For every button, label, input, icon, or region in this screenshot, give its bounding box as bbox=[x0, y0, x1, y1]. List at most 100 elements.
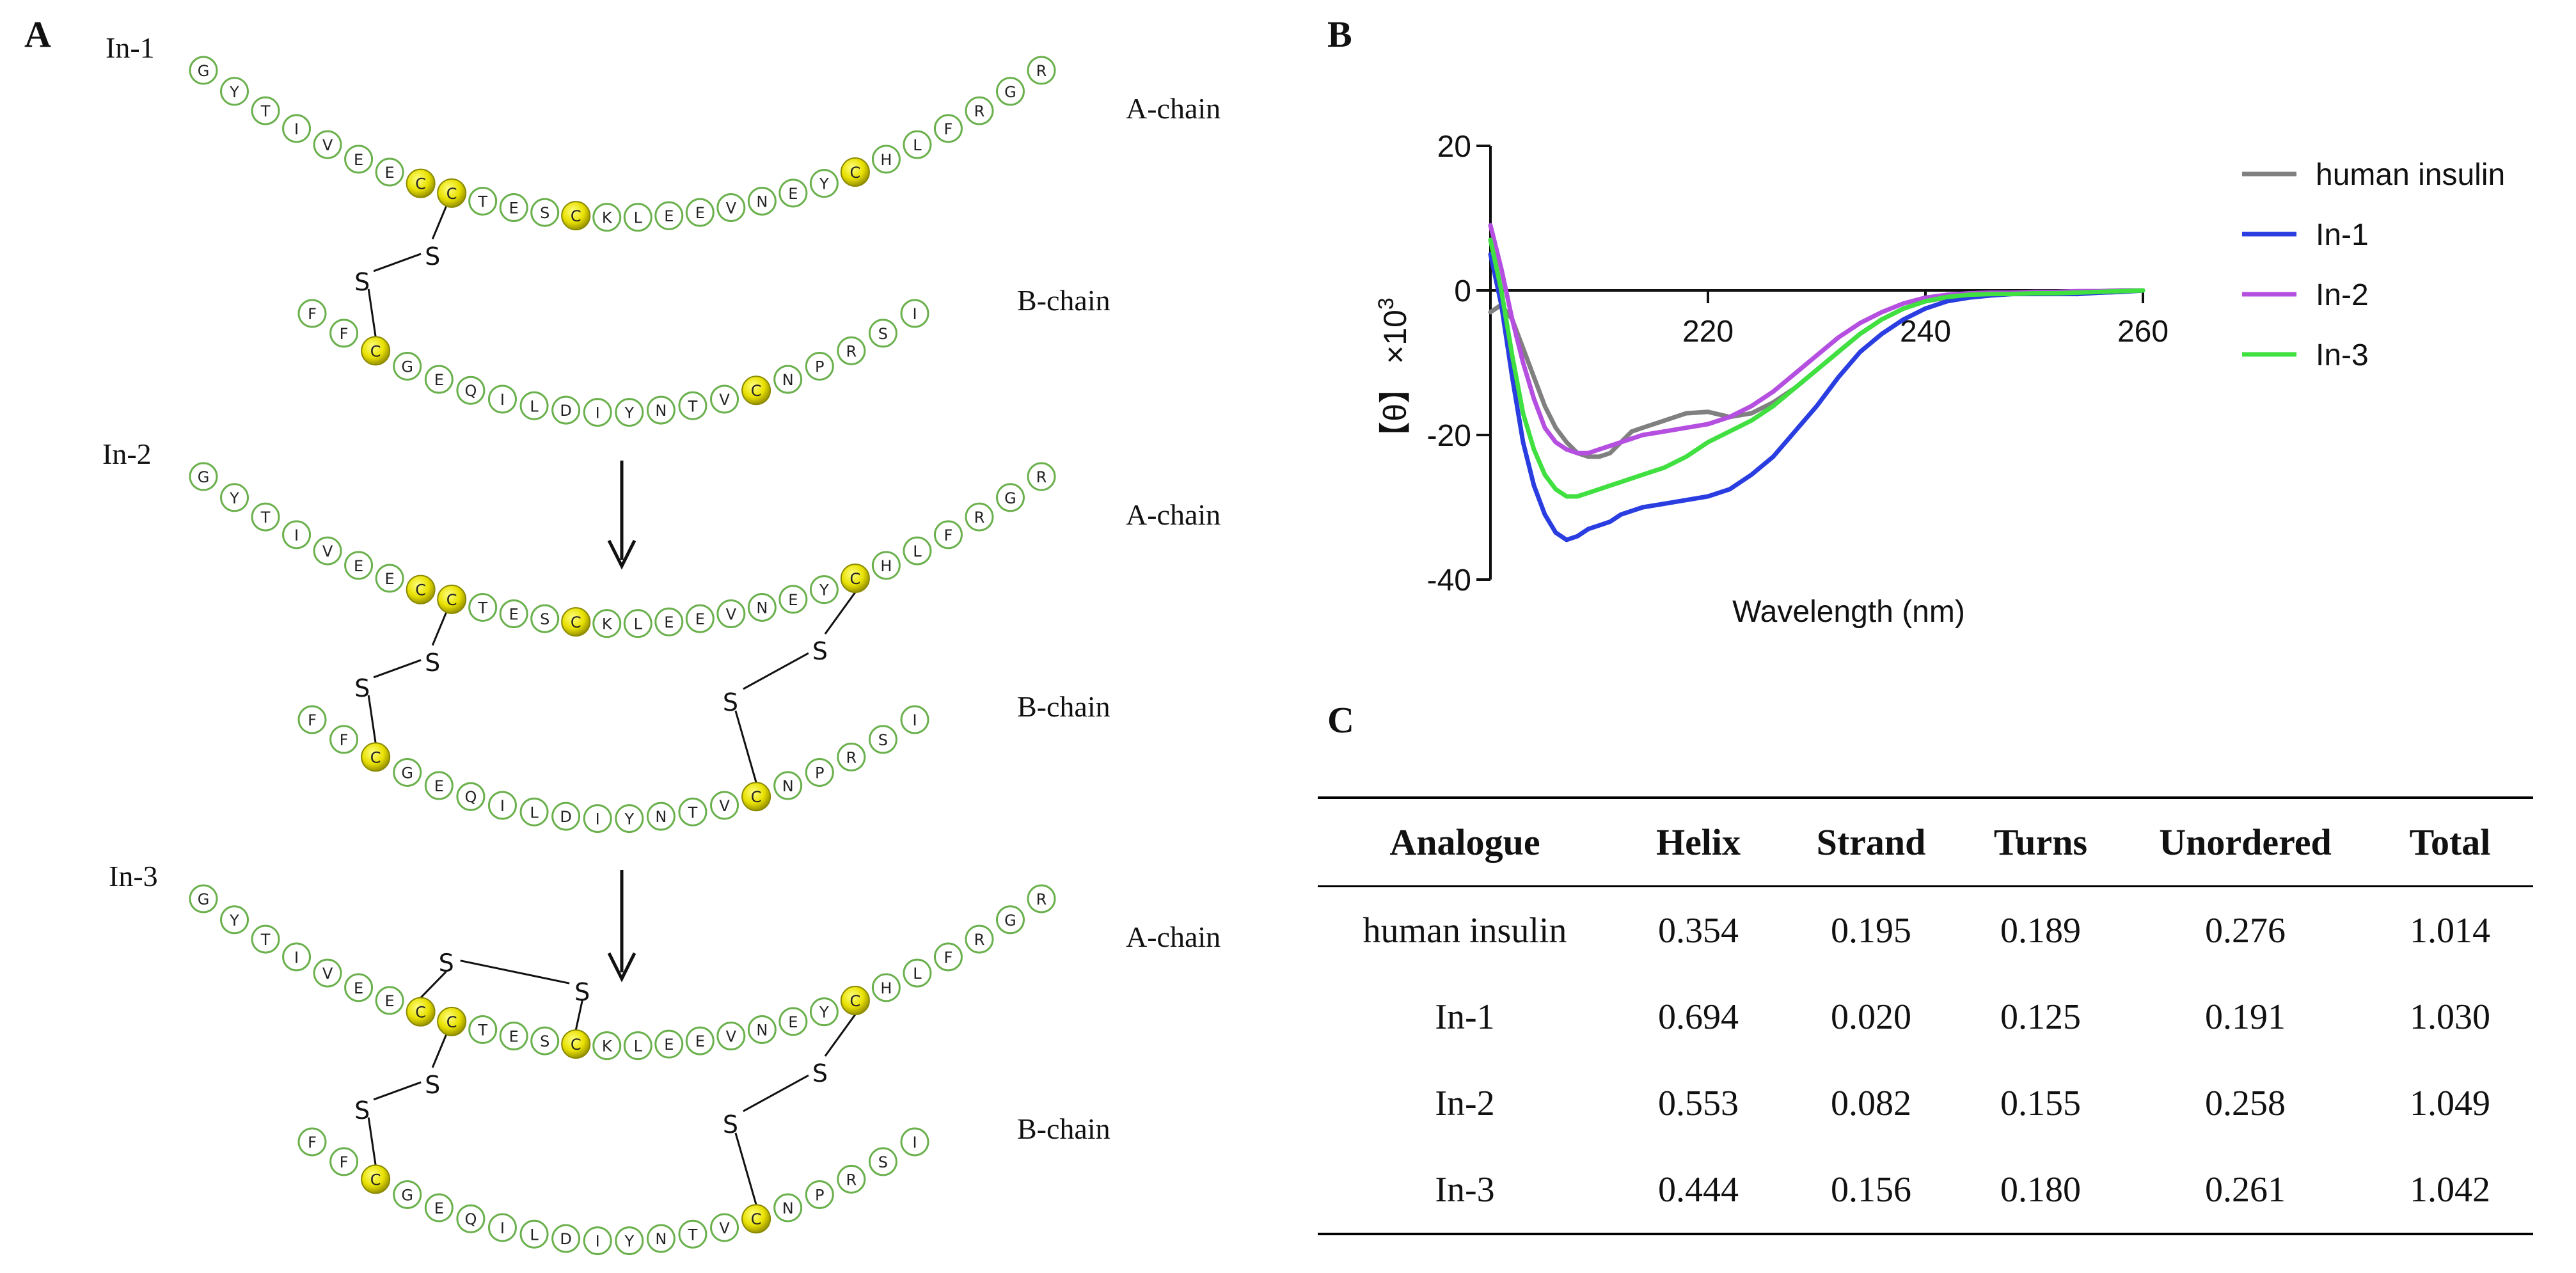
a-chain-residue-letter: C bbox=[571, 1036, 581, 1054]
b-chain-residue-letter: I bbox=[596, 404, 600, 422]
b-chain-residue-letter: L bbox=[530, 803, 539, 821]
a-chain-residue-letter: S bbox=[540, 1032, 549, 1050]
col-header-analogue: Analogue bbox=[1318, 798, 1612, 887]
a-chain-residue-letter: C bbox=[850, 164, 861, 182]
structure-name: In-1 bbox=[106, 31, 155, 64]
b-chain-residue-letter: C bbox=[751, 382, 762, 400]
b-chain-residue-letter: G bbox=[401, 764, 413, 782]
a-chain-residue-letter: E bbox=[664, 613, 674, 631]
y-tick-label: -40 bbox=[1427, 564, 1471, 597]
b-chain-residue-letter: V bbox=[719, 391, 730, 409]
a-chain-residue-letter: K bbox=[602, 209, 613, 227]
b-chain-residue-letter: N bbox=[782, 777, 794, 795]
a-chain-residue-letter: E bbox=[509, 200, 519, 217]
sulfur-atom: S bbox=[425, 242, 440, 271]
b-chain-residue-letter: G bbox=[401, 1186, 413, 1204]
a-chain-residue-letter: F bbox=[944, 120, 953, 138]
a-chain-residue-letter: T bbox=[477, 1021, 487, 1039]
a-chain-residue-letter: C bbox=[446, 1013, 457, 1031]
a-chain-residue-letter: L bbox=[634, 615, 643, 633]
a-chain-residue-letter: G bbox=[1004, 912, 1016, 929]
a-chain-residue-letter: R bbox=[974, 102, 985, 120]
a-chain-residue-letter: C bbox=[415, 175, 426, 193]
cell-analogue: In-3 bbox=[1318, 1146, 1612, 1234]
b-chain-residue-letter: S bbox=[878, 731, 888, 749]
a-chain-residue-letter: E bbox=[695, 610, 705, 628]
b-chain-residue-letter: D bbox=[560, 808, 571, 826]
a-chain-residue-letter: E bbox=[385, 570, 395, 588]
sulfur-atom: S bbox=[723, 688, 738, 716]
a-chain-residue-letter: E bbox=[788, 185, 798, 203]
series-line-in-1 bbox=[1490, 255, 2143, 540]
a-chain-residue-letter: Y bbox=[819, 1004, 829, 1022]
b-chain-residue-letter: D bbox=[560, 402, 571, 420]
b-chain-residue-letter: L bbox=[530, 397, 539, 415]
b-chain-residue-letter: R bbox=[846, 1171, 857, 1189]
b-chain-residue-letter: N bbox=[782, 1199, 794, 1217]
y-axis-label: 【θ】×103 bbox=[1374, 297, 1413, 454]
cell-turns: 0.155 bbox=[1957, 1060, 2124, 1146]
b-chain-residue-letter: S bbox=[878, 325, 888, 343]
b-chain-residue-letter: F bbox=[340, 1153, 349, 1171]
insulin-structure-2: SSSSGYTIVEECC T E S C K L E E V N EYCHLFRGRFFCGEQ I L… bbox=[102, 438, 1221, 832]
a-chain-residue-letter: V bbox=[322, 965, 333, 983]
a-chain-residue-letter: V bbox=[726, 200, 737, 217]
a-chain-residue-letter: Y bbox=[229, 83, 239, 101]
b-chain-residue-letter: Q bbox=[464, 788, 477, 806]
b-chain-residue-letter: Q bbox=[464, 382, 477, 400]
b-chain-residue-letter: I bbox=[912, 305, 917, 323]
a-chain-residue-letter: E bbox=[354, 557, 363, 575]
b-chain-residue-letter: F bbox=[308, 711, 317, 729]
b-chain-residue-letter: I bbox=[912, 1134, 917, 1151]
b-chain-residue-letter: F bbox=[340, 731, 349, 749]
a-chain-residue-letter: Y bbox=[819, 581, 829, 599]
cell-total: 1.014 bbox=[2367, 887, 2533, 974]
b-chain-label: B-chain bbox=[1017, 1112, 1110, 1145]
a-chain-residue-letter: E bbox=[788, 1013, 798, 1031]
a-chain-residue-letter: H bbox=[880, 151, 892, 169]
cd-spectrum-chart: 200-20-40220 240 260Wavelength (nm)【θ】×103… bbox=[1374, 130, 2505, 629]
a-chain-residue-letter: C bbox=[850, 570, 861, 588]
legend-entry: In-2 bbox=[2316, 278, 2369, 312]
b-chain-residue-letter: E bbox=[434, 777, 444, 795]
a-chain-residue-letter: Y bbox=[819, 175, 829, 193]
cell-turns: 0.125 bbox=[1957, 974, 2124, 1060]
b-chain-residue-letter: C bbox=[751, 788, 762, 806]
b-chain-residue-letter: Q bbox=[464, 1210, 477, 1228]
a-chain-residue-letter: L bbox=[913, 136, 922, 154]
b-chain-residue-letter: G bbox=[401, 358, 413, 376]
b-chain-residue-letter: I bbox=[596, 1233, 600, 1251]
cell-turns: 0.180 bbox=[1957, 1146, 2124, 1234]
a-chain-residue-letter: E bbox=[664, 207, 674, 225]
figure: A B C SSGYTIVEECCTESCKLEEVNEYCHLFRGRFFCG… bbox=[0, 0, 2576, 1273]
a-chain-residue-letter: G bbox=[1004, 489, 1016, 507]
a-chain-residue-letter: F bbox=[944, 526, 953, 544]
a-chain-residue-letter: G bbox=[198, 62, 210, 80]
a-chain-residue-letter: T bbox=[477, 599, 487, 617]
a-chain-residue-letter: C bbox=[446, 185, 457, 203]
a-chain-residue-letter: V bbox=[726, 1028, 737, 1046]
b-chain-residue-letter: I bbox=[912, 711, 917, 729]
cell-turns: 0.189 bbox=[1957, 887, 2124, 974]
y-axis-label-part: 【 bbox=[1377, 422, 1413, 454]
a-chain-residue-letter: C bbox=[850, 992, 861, 1010]
y-tick-label: 0 bbox=[1454, 274, 1471, 308]
b-chain-residue-letter: L bbox=[530, 1226, 539, 1244]
y-axis-label-part: 3 bbox=[1374, 297, 1398, 310]
a-chain-residue-letter: V bbox=[322, 542, 333, 560]
cell-unordered: 0.276 bbox=[2124, 887, 2367, 974]
a-chain-residue-letter: L bbox=[634, 209, 643, 227]
sulfur-atom: S bbox=[812, 1059, 828, 1087]
legend-entry: In-1 bbox=[2316, 218, 2369, 252]
a-chain-residue-letter: T bbox=[260, 102, 271, 120]
sulfur-atom: S bbox=[439, 949, 454, 977]
down-arrow-icon bbox=[609, 870, 635, 979]
cell-analogue: In-1 bbox=[1318, 974, 1612, 1060]
a-chain-residue-letter: R bbox=[974, 931, 985, 949]
a-chain-residue-letter: E bbox=[695, 204, 705, 222]
b-chain-residue-letter: D bbox=[560, 1230, 571, 1248]
a-chain-residue-letter: E bbox=[664, 1036, 674, 1054]
b-chain-label: B-chain bbox=[1017, 284, 1110, 317]
y-tick-label: -20 bbox=[1427, 419, 1471, 453]
a-chain-residue-letter: Y bbox=[229, 912, 239, 929]
